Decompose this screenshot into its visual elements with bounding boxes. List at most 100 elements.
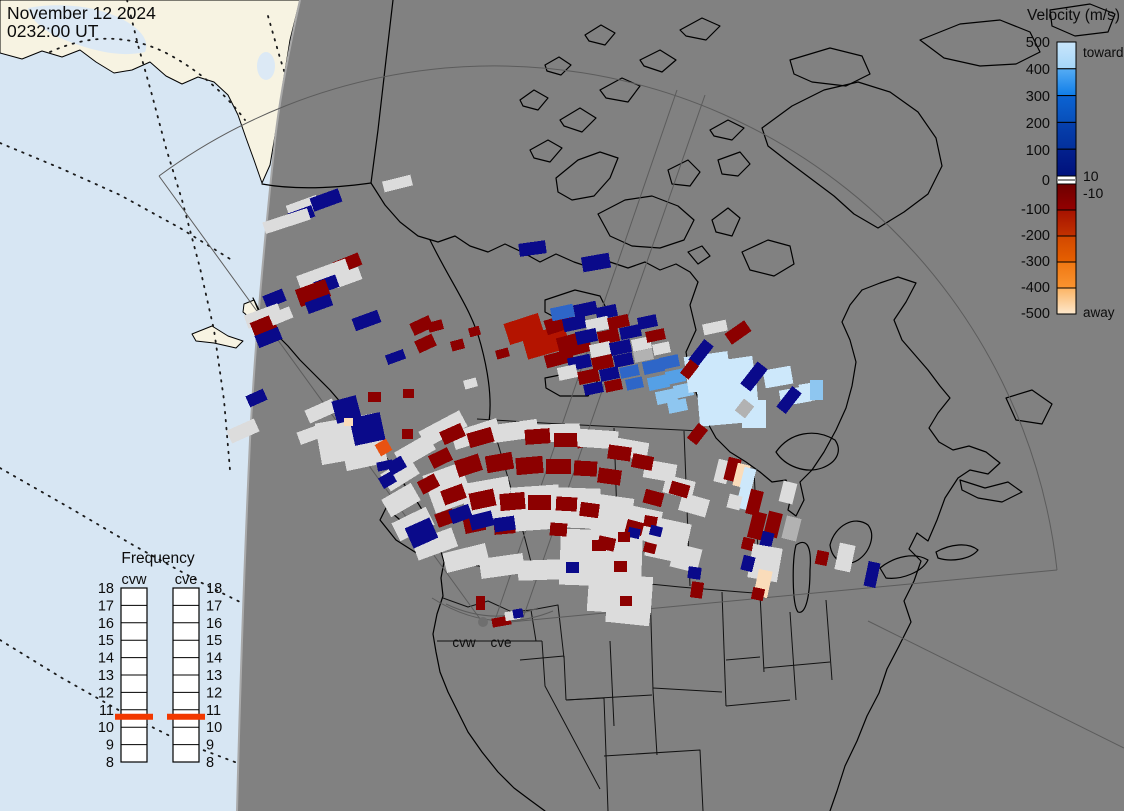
echo-cell-w	[332, 266, 363, 289]
echo-cell-w	[747, 543, 783, 583]
velocity-toward-label: toward	[1083, 45, 1124, 60]
radar-label-cve: cve	[490, 635, 511, 650]
echo-cell-n	[776, 386, 802, 414]
radar-site: cvw cve	[452, 617, 512, 650]
echo-cell-r	[618, 532, 630, 542]
echo-cell-r	[416, 473, 441, 495]
echo-cell-n	[618, 323, 643, 341]
echo-cell-r	[555, 496, 578, 512]
frequency-tick-label-right: 16	[206, 616, 222, 632]
velocity-tick-label: 300	[1026, 89, 1050, 105]
echo-cell-w	[586, 572, 654, 616]
echo-cell-r	[668, 480, 691, 499]
echo-cell-r	[409, 315, 434, 336]
echo-cell-n	[262, 288, 287, 309]
echo-cell-n	[331, 395, 362, 424]
velocity-colorbar-segment	[1056, 287, 1077, 315]
frequency-tick-label-right: 15	[206, 633, 222, 649]
echo-cell-n	[561, 314, 588, 333]
echo-cell-r	[745, 488, 764, 517]
echo-cell-w	[702, 319, 728, 336]
echo-cell-r	[614, 561, 627, 572]
echo-cell-p	[344, 418, 353, 426]
echo-cell-w	[726, 493, 743, 511]
echo-cell-w	[296, 424, 325, 445]
echo-cell-w	[226, 418, 260, 444]
echo-cell-r	[440, 483, 467, 506]
echo-cell-r	[630, 453, 655, 471]
echo-cell-r	[427, 447, 454, 469]
echo-cell-r	[740, 536, 756, 552]
echo-cell-r	[449, 338, 466, 352]
echo-cell-r	[590, 353, 615, 372]
frequency-tick-label-right: 12	[206, 685, 222, 701]
echo-cell-b3	[646, 373, 671, 392]
velocity-legend: Velocity (m/s) 500 400 300 200 100 0 -100 -200 -…	[1021, 7, 1124, 322]
echo-cell-w	[577, 428, 619, 450]
echo-cell-n	[351, 309, 382, 332]
velocity-tick-label: 100	[1026, 143, 1050, 159]
velocity-colorbar-segment	[1056, 41, 1077, 70]
radar-labels: cvw cve	[452, 635, 511, 650]
echo-cell-n	[687, 566, 702, 580]
echo-cell-n	[304, 293, 334, 315]
echo-cell-w	[391, 506, 435, 542]
echo-cell-r	[642, 541, 658, 555]
echo-cell-r	[814, 549, 830, 567]
echo-cell-n	[688, 339, 714, 367]
velocity-away-label: away	[1083, 305, 1115, 320]
echo-cell-w	[418, 410, 468, 448]
echo-cell-n	[863, 561, 881, 588]
echo-cell-r	[495, 347, 510, 360]
frequency-tick-label-right: 11	[206, 703, 221, 719]
echo-cell-g	[781, 515, 802, 542]
echo-cell-r	[414, 333, 437, 354]
terminator-edge	[236, 0, 301, 811]
echo-cell-w	[556, 364, 579, 381]
velocity-tick-label: 0	[1042, 173, 1050, 189]
radar-label-cvw: cvw	[452, 635, 476, 650]
echo-cell-w	[778, 480, 798, 505]
echo-cell-w	[463, 377, 478, 390]
echo-cell-r	[468, 325, 481, 338]
echo-cell-r	[484, 451, 515, 474]
date-label: November 12 2024	[7, 3, 156, 23]
echo-cell-n	[254, 326, 283, 349]
frequency-tick-label-left: 10	[98, 720, 114, 736]
echo-cell-r	[576, 367, 601, 386]
echo-cell-r	[642, 488, 665, 508]
velocity-tick-label: 200	[1026, 116, 1050, 132]
echo-cell-r	[546, 459, 571, 474]
echo-cell-r	[403, 389, 414, 398]
frequency-tick-label-right: 9	[206, 738, 214, 754]
echo-cell-w	[605, 603, 651, 627]
velocity-colorbar-segment	[1056, 209, 1077, 237]
echo-cell-w	[382, 174, 413, 193]
velocity-tick-label: -300	[1021, 254, 1050, 270]
echo-cell-n	[448, 503, 473, 525]
echo-cell-n	[759, 530, 775, 549]
velocity-pos-threshold: 10	[1083, 168, 1099, 184]
echo-cell-r	[763, 510, 783, 539]
echo-cell-b4	[810, 380, 823, 400]
frequency-tick-label-left: 14	[98, 651, 114, 667]
echo-cell-r	[592, 540, 606, 551]
island-haida-gwaii	[191, 325, 244, 349]
frequency-tick-label-right: 8	[206, 755, 214, 771]
radar-echo-cells	[226, 174, 881, 628]
echo-cell-r	[515, 455, 544, 476]
echo-cell-n	[627, 526, 641, 540]
velocity-legend-title: Velocity (m/s)	[1027, 7, 1120, 24]
echo-cell-n	[404, 517, 439, 549]
echo-cell-b4	[666, 398, 689, 414]
echo-cell-r	[554, 433, 577, 447]
echo-cell-b2	[549, 303, 576, 322]
frequency-marker-cvw	[115, 713, 153, 720]
echo-cell-r	[573, 460, 598, 477]
echo-cell-g	[633, 348, 654, 363]
frequency-marker-cve	[167, 713, 205, 720]
echo-cell-w	[442, 542, 490, 574]
frequency-tick-label-left: 15	[98, 633, 114, 649]
